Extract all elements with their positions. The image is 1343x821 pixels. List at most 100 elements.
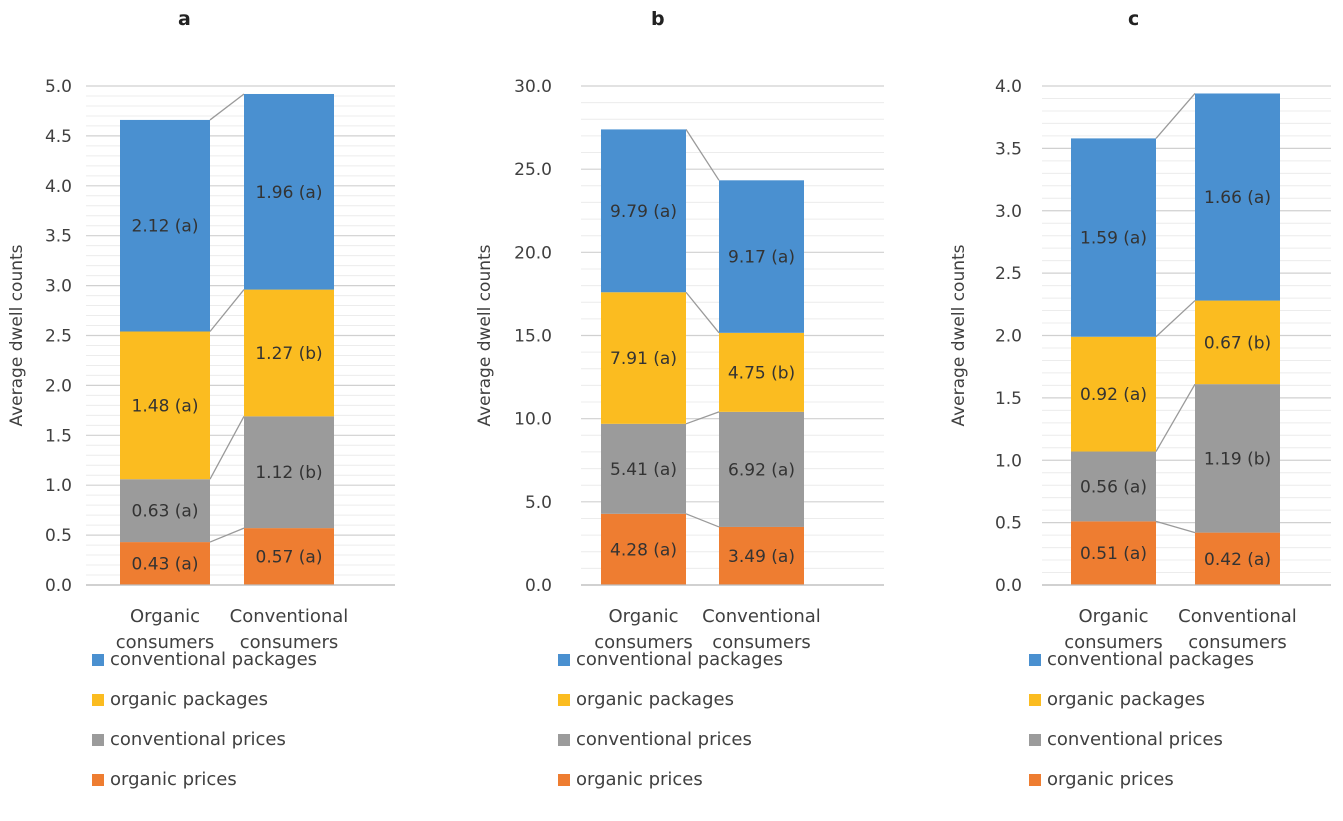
bar-segment-conventional-prices [719, 411, 804, 527]
legend-item-conventional-prices: conventional prices [558, 728, 752, 752]
y-axis-label: Average dwell counts [7, 244, 27, 426]
series-connector-line [209, 289, 245, 332]
chart-title: c [1128, 8, 1140, 30]
y-tick-label: 2.0 [995, 327, 1022, 347]
legend-item-organic-prices: organic prices [92, 768, 237, 792]
legend-swatch [92, 734, 104, 746]
legend-label: organic prices [110, 769, 237, 790]
chart-panel-b: b 0.0 5.0 10.0 15.0 20.0 25.0 30.0 Average dwel… [446, 0, 886, 821]
data-label: 0.51 (a) [1080, 544, 1147, 564]
y-tick-label: 5.0 [45, 77, 72, 97]
legend-item-organic-prices: organic prices [1029, 768, 1174, 792]
x-category-label: consumers [712, 632, 811, 653]
bar-segment-organic-packages [719, 332, 804, 412]
bar-segment-organic-packages [120, 331, 210, 480]
bar-segment-conventional-packages [601, 129, 686, 293]
chart-panel-c: c 0.0 0.5 1.0 1.5 2.0 2.5 3.0 3.5 4.0 Average dwe… [903, 0, 1343, 821]
legend-label: conventional prices [1047, 729, 1223, 750]
y-tick-label: 4.0 [995, 77, 1022, 97]
series-connector-line [209, 416, 245, 480]
bar-segment-organic-prices [719, 526, 804, 585]
data-label: 1.19 (b) [1204, 449, 1271, 469]
x-category-label: Organic [130, 606, 200, 627]
bar-segment-conventional-packages [120, 119, 210, 332]
legend-swatch [558, 734, 570, 746]
legend-swatch [558, 654, 570, 666]
x-category-label: Organic [1078, 606, 1148, 627]
data-label: 4.28 (a) [610, 540, 677, 560]
y-tick-label: 4.5 [45, 127, 72, 147]
y-tick-label: 2.5 [995, 264, 1022, 284]
legend-swatch [92, 774, 104, 786]
legend-item-conventional-prices: conventional prices [92, 728, 286, 752]
bar-segment-conventional-prices [120, 479, 210, 543]
x-category-label: Conventional [230, 606, 349, 627]
legend-label: organic prices [576, 769, 703, 790]
y-tick-label: 30.0 [514, 77, 552, 97]
series-connector-line [209, 93, 245, 121]
y-tick-label: 0.5 [995, 514, 1022, 534]
bar-segment-conventional-prices [601, 423, 686, 514]
legend-item-conventional-prices: conventional prices [1029, 728, 1223, 752]
x-category-label: consumers [594, 632, 693, 653]
legend-label: conventional packages [576, 649, 784, 670]
series-connector-line [209, 527, 245, 543]
y-tick-label: 1.5 [45, 426, 72, 446]
y-tick-label: 0.0 [45, 576, 72, 596]
x-category-label: consumers [116, 632, 215, 653]
bar-segment-organic-packages [244, 289, 334, 417]
y-tick-label: 20.0 [514, 243, 552, 263]
data-label: 0.92 (a) [1080, 385, 1147, 405]
chart-title: b [651, 8, 665, 30]
chart-panel-a: a 0.0 0.5 1.0 1.5 2.0 2.5 3.0 3.5 4.0 4.5 5.0 Avera… [0, 0, 440, 821]
bar-segment-conventional-prices [1195, 384, 1280, 533]
x-category-label: Conventional [1178, 606, 1297, 627]
series-connector-line [685, 129, 720, 181]
data-label: 0.63 (a) [132, 502, 199, 522]
legend-label: organic packages [576, 689, 734, 710]
legend-label: organic prices [1047, 769, 1174, 790]
series-connector-line [1155, 383, 1196, 452]
bar-segment-conventional-packages [244, 93, 334, 290]
y-tick-label: 4.0 [45, 177, 72, 197]
legend-swatch [1029, 694, 1041, 706]
bar-segment-conventional-prices [244, 416, 334, 529]
data-label: 0.43 (a) [132, 555, 199, 575]
legend-swatch [1029, 734, 1041, 746]
data-label: 7.91 (a) [610, 349, 677, 369]
legend-swatch [92, 654, 104, 666]
bar-segment-conventional-packages [1195, 93, 1280, 301]
legend-label: organic packages [110, 689, 268, 710]
bar-segment-organic-packages [1195, 300, 1280, 385]
y-tick-label: 15.0 [514, 327, 552, 347]
legend-label: conventional packages [1047, 649, 1255, 670]
data-label: 1.66 (a) [1204, 188, 1271, 208]
y-tick-label: 3.5 [995, 139, 1022, 159]
bar-segment-organic-prices [120, 542, 210, 585]
bar-segment-organic-packages [1071, 336, 1156, 452]
data-label: 1.59 (a) [1080, 229, 1147, 249]
legend-item-organic-packages: organic packages [1029, 688, 1205, 712]
data-label: 3.49 (a) [728, 547, 795, 567]
legend-swatch [92, 694, 104, 706]
y-axis-label: Average dwell counts [949, 244, 969, 426]
data-label: 1.48 (a) [132, 396, 199, 416]
y-tick-label: 0.0 [995, 576, 1022, 596]
chart-title: a [178, 8, 191, 30]
x-category-label: consumers [1188, 632, 1287, 653]
data-label: 5.41 (a) [610, 460, 677, 480]
y-tick-label: 3.5 [45, 227, 72, 247]
data-label: 0.42 (a) [1204, 550, 1271, 570]
y-tick-label: 1.0 [995, 451, 1022, 471]
y-tick-label: 1.0 [45, 476, 72, 496]
x-category-label: consumers [240, 632, 339, 653]
legend-item-conventional-packages: conventional packages [558, 648, 783, 672]
bar-segment-conventional-prices [1071, 451, 1156, 522]
data-label: 2.12 (a) [132, 217, 199, 237]
series-connector-line [1155, 93, 1196, 139]
legend-item-conventional-packages: conventional packages [1029, 648, 1254, 672]
series-connector-line [1155, 300, 1196, 338]
y-tick-label: 1.5 [995, 389, 1022, 409]
legend-label: conventional packages [110, 649, 318, 670]
data-label: 0.67 (b) [1204, 333, 1271, 353]
